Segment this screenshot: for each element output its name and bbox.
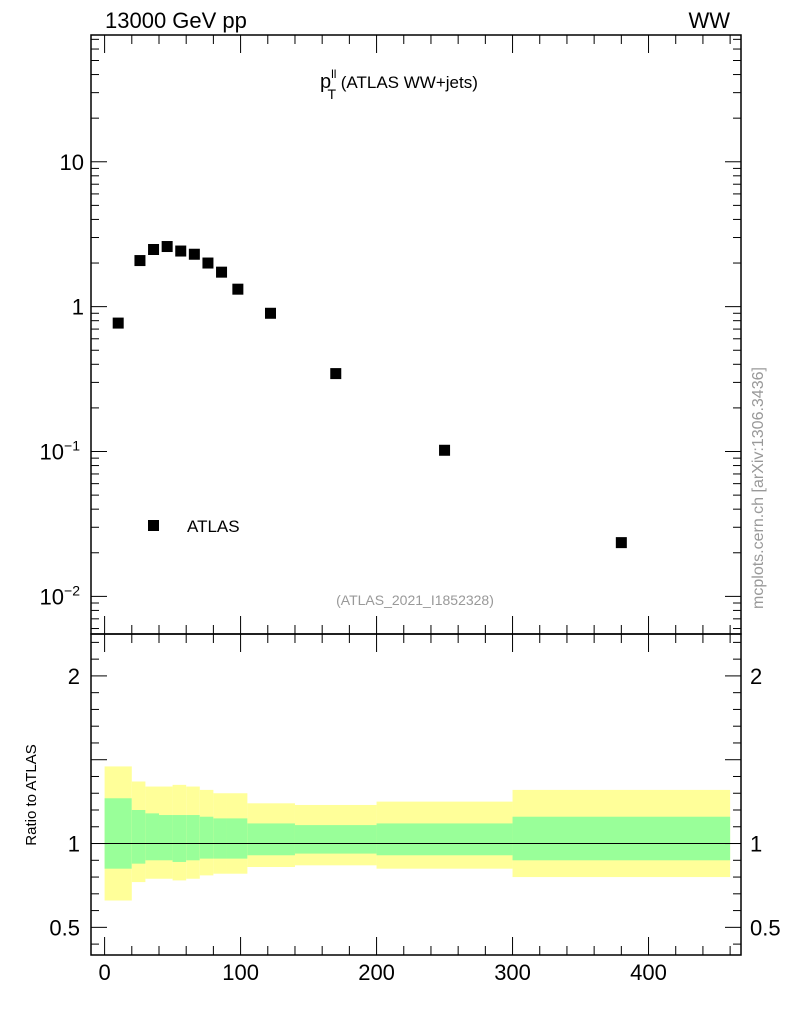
data-point-9 (264, 307, 276, 319)
ratio-x-tick-label-3: 300 (494, 960, 531, 985)
ratio-y-tick-label-left-1: 1 (68, 832, 80, 857)
ratio-y-tick-label-left-0: 2 (68, 664, 80, 689)
inner-band-bin-8 (226, 818, 248, 859)
main-y-tick-label-2: 10−1 (40, 438, 81, 465)
data-point-6 (202, 257, 214, 269)
inner-band-bin-12 (512, 816, 731, 861)
ratio-y-tick-label-left-2: 0.5 (49, 915, 80, 940)
inner-band-bin-1 (131, 810, 146, 864)
main-frame (90, 34, 742, 635)
data-point-12 (615, 537, 627, 549)
ratio-x-tick-label-2: 200 (358, 960, 395, 985)
data-point-7 (216, 266, 228, 278)
inner-band-bin-10 (294, 825, 377, 854)
data-point-5 (188, 248, 200, 260)
ratio-x-tick-label-1: 100 (222, 960, 259, 985)
plot-title: pll T (ATLAS WW+jets) (320, 67, 478, 102)
inner-band-bin-3 (158, 815, 173, 861)
data-point-3 (161, 241, 173, 253)
inner-band-bin-0 (104, 798, 132, 869)
tick-labels: pll T (ATLAS WW+jets) ATLAS 10 1 10−1 10−2 0 100… (40, 67, 781, 985)
axes (90, 34, 742, 956)
ratio-y-axis-label: Ratio to ATLAS (23, 744, 40, 845)
data-point-11 (439, 444, 451, 456)
inner-band-bin-4 (172, 815, 187, 862)
main-y-tick-label-0: 10 (60, 150, 84, 175)
legend-label: ATLAS (187, 517, 240, 536)
data-point-8 (232, 283, 244, 295)
process-label: WW (688, 8, 730, 33)
inner-band-bin-2 (145, 813, 159, 861)
source-side-label: mcplots.cern.ch [arXiv:1306.3436] (750, 367, 767, 609)
ratio-frame (90, 633, 742, 956)
ratio-x-tick-label-0: 0 (98, 960, 110, 985)
inner-band-bin-9 (247, 823, 295, 856)
main-y-tick-label-1: 1 (72, 295, 84, 320)
inner-band-bin-6 (199, 816, 214, 859)
inner-band-bin-7 (213, 818, 227, 859)
ratio-y-tick-label-right-0: 2 (750, 664, 762, 689)
data-point-4 (175, 245, 187, 257)
ratio-y-tick-label-right-2: 0.5 (750, 915, 781, 940)
ratio-x-tick-label-4: 400 (630, 960, 667, 985)
inner-band-bin-11 (376, 823, 513, 856)
analysis-label: (ATLAS_2021_I1852328) (336, 592, 494, 608)
data-point-10 (330, 368, 342, 380)
ratio-y-tick-label-right-1: 1 (750, 832, 762, 857)
data-point-0 (112, 317, 124, 329)
main-y-tick-label-3: 10−2 (40, 582, 81, 609)
legend-marker (148, 520, 159, 531)
energy-label: 13000 GeV pp (105, 8, 247, 33)
data-point-2 (148, 243, 160, 255)
data-markers (112, 241, 627, 549)
data-point-1 (134, 255, 146, 267)
ratio-bands (91, 766, 741, 901)
inner-band-bin-5 (186, 815, 200, 861)
